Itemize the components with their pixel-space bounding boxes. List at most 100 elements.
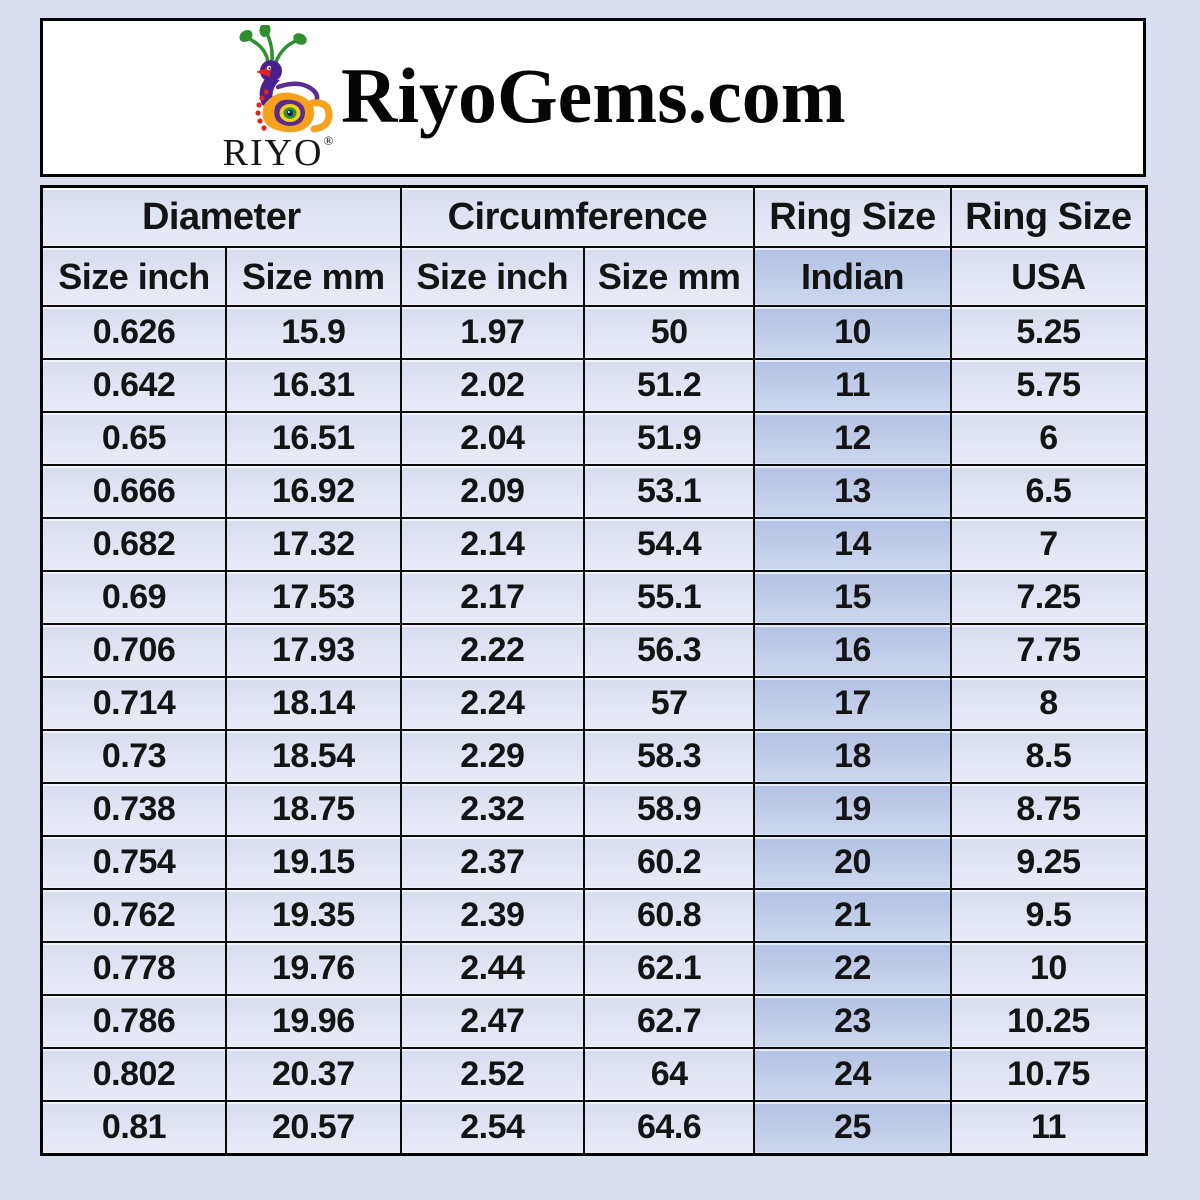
cell-diameter-inch: 0.73 [40, 729, 228, 784]
cell-diameter-mm: 18.14 [225, 676, 402, 731]
cell-ring-size-usa: 10.25 [949, 994, 1148, 1049]
cell-ring-size-usa: 8.5 [949, 729, 1148, 784]
cell-diameter-inch: 0.762 [40, 888, 228, 943]
cell-diameter-mm: 17.53 [225, 570, 402, 625]
table-body: 0.626 15.9 1.97 50 10 5.25 0.642 16.31 2.02 51.2 1… [40, 305, 1148, 1156]
cell-diameter-inch: 0.626 [40, 305, 228, 360]
cell-ring-size-usa: 5.25 [949, 305, 1148, 360]
cell-ring-size-indian: 10 [753, 305, 952, 360]
cell-diameter-inch: 0.786 [40, 994, 228, 1049]
table-row: 0.786 19.96 2.47 62.7 23 10.25 [40, 994, 1148, 1049]
cell-diameter-mm: 18.75 [225, 782, 402, 837]
cell-ring-size-indian: 13 [753, 464, 952, 519]
table-row: 0.626 15.9 1.97 50 10 5.25 [40, 305, 1148, 360]
cell-diameter-inch: 0.802 [40, 1047, 228, 1102]
cell-diameter-inch: 0.682 [40, 517, 228, 572]
peacock-icon [239, 25, 333, 133]
table-row: 0.714 18.14 2.24 57 17 8 [40, 676, 1148, 731]
cell-diameter-mm: 16.51 [225, 411, 402, 466]
column-header-circumference-inch: Size inch [399, 246, 586, 307]
table-row: 0.642 16.31 2.02 51.2 11 5.75 [40, 358, 1148, 413]
cell-ring-size-indian: 23 [753, 994, 952, 1049]
cell-circumference-inch: 2.37 [399, 835, 586, 890]
cell-circumference-inch: 2.17 [399, 570, 586, 625]
column-header-usa: USA [949, 246, 1148, 307]
cell-ring-size-indian: 16 [753, 623, 952, 678]
cell-ring-size-usa: 8.75 [949, 782, 1148, 837]
cell-diameter-mm: 18.54 [225, 729, 402, 784]
ring-size-chart-table: Diameter Circumference Ring Size Ring Si… [40, 185, 1148, 1156]
cell-circumference-mm: 56.3 [583, 623, 756, 678]
column-header-diameter-inch: Size inch [40, 246, 228, 307]
header-banner: RIYO® RiyoGems.com [40, 18, 1146, 177]
cell-circumference-mm: 51.9 [583, 411, 756, 466]
table-row: 0.73 18.54 2.29 58.3 18 8.5 [40, 729, 1148, 784]
cell-ring-size-usa: 7.25 [949, 570, 1148, 625]
cell-diameter-inch: 0.706 [40, 623, 228, 678]
cell-circumference-inch: 2.54 [399, 1100, 586, 1156]
cell-circumference-inch: 2.32 [399, 782, 586, 837]
riyo-logo: RIYO® [203, 25, 353, 172]
cell-diameter-inch: 0.754 [40, 835, 228, 890]
cell-ring-size-indian: 18 [753, 729, 952, 784]
cell-diameter-inch: 0.69 [40, 570, 228, 625]
cell-circumference-mm: 53.1 [583, 464, 756, 519]
cell-circumference-inch: 2.47 [399, 994, 586, 1049]
cell-ring-size-usa: 5.75 [949, 358, 1148, 413]
cell-diameter-mm: 20.57 [225, 1100, 402, 1156]
cell-diameter-inch: 0.65 [40, 411, 228, 466]
cell-circumference-inch: 2.22 [399, 623, 586, 678]
table-row: 0.81 20.57 2.54 64.6 25 11 [40, 1100, 1148, 1156]
table-row: 0.682 17.32 2.14 54.4 14 7 [40, 517, 1148, 572]
cell-circumference-inch: 2.39 [399, 888, 586, 943]
cell-circumference-mm: 64 [583, 1047, 756, 1102]
cell-circumference-mm: 50 [583, 305, 756, 360]
cell-diameter-mm: 16.92 [225, 464, 402, 519]
cell-ring-size-indian: 22 [753, 941, 952, 996]
cell-ring-size-usa: 11 [949, 1100, 1148, 1156]
cell-diameter-mm: 19.15 [225, 835, 402, 890]
cell-circumference-inch: 2.09 [399, 464, 586, 519]
table-row: 0.706 17.93 2.22 56.3 16 7.75 [40, 623, 1148, 678]
cell-ring-size-usa: 9.5 [949, 888, 1148, 943]
cell-ring-size-indian: 24 [753, 1047, 952, 1102]
cell-diameter-inch: 0.738 [40, 782, 228, 837]
group-header-row: Diameter Circumference Ring Size Ring Si… [40, 185, 1148, 248]
cell-circumference-mm: 60.8 [583, 888, 756, 943]
column-header-indian: Indian [753, 246, 952, 307]
cell-ring-size-usa: 7 [949, 517, 1148, 572]
cell-diameter-mm: 19.76 [225, 941, 402, 996]
cell-ring-size-usa: 7.75 [949, 623, 1148, 678]
cell-circumference-inch: 2.14 [399, 517, 586, 572]
table-row: 0.762 19.35 2.39 60.8 21 9.5 [40, 888, 1148, 943]
cell-diameter-inch: 0.642 [40, 358, 228, 413]
cell-diameter-inch: 0.666 [40, 464, 228, 519]
cell-circumference-mm: 57 [583, 676, 756, 731]
group-header-diameter: Diameter [40, 185, 402, 248]
cell-circumference-mm: 54.4 [583, 517, 756, 572]
table-row: 0.65 16.51 2.04 51.9 12 6 [40, 411, 1148, 466]
cell-ring-size-usa: 8 [949, 676, 1148, 731]
cell-circumference-mm: 51.2 [583, 358, 756, 413]
cell-ring-size-usa: 10 [949, 941, 1148, 996]
cell-circumference-inch: 1.97 [399, 305, 586, 360]
cell-ring-size-indian: 25 [753, 1100, 952, 1156]
cell-ring-size-indian: 21 [753, 888, 952, 943]
cell-circumference-mm: 62.7 [583, 994, 756, 1049]
cell-diameter-mm: 20.37 [225, 1047, 402, 1102]
cell-diameter-mm: 17.32 [225, 517, 402, 572]
cell-circumference-inch: 2.24 [399, 676, 586, 731]
cell-ring-size-usa: 6 [949, 411, 1148, 466]
cell-circumference-mm: 58.9 [583, 782, 756, 837]
table-row: 0.738 18.75 2.32 58.9 19 8.75 [40, 782, 1148, 837]
cell-ring-size-indian: 17 [753, 676, 952, 731]
table-row: 0.754 19.15 2.37 60.2 20 9.25 [40, 835, 1148, 890]
table-row: 0.778 19.76 2.44 62.1 22 10 [40, 941, 1148, 996]
cell-circumference-mm: 55.1 [583, 570, 756, 625]
cell-circumference-inch: 2.04 [399, 411, 586, 466]
group-header-ring-size-usa: Ring Size [949, 185, 1148, 248]
cell-diameter-mm: 17.93 [225, 623, 402, 678]
group-header-ring-size-indian: Ring Size [753, 185, 952, 248]
riyo-wordmark: RIYO® [222, 132, 334, 174]
